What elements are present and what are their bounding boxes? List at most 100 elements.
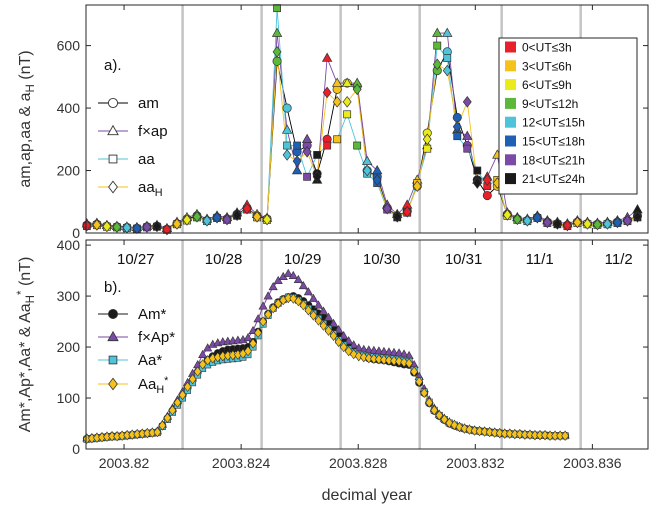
a-legend-label-3-main: aa — [138, 179, 155, 196]
b-point-3-51 — [339, 341, 348, 353]
ut-legend-label-6: 18<UT≤21h — [522, 153, 585, 167]
a-point-3-52 — [603, 218, 612, 230]
a-point-3-12 — [202, 214, 212, 227]
a-legend-label-0: am — [138, 95, 159, 112]
a-point-0-40 — [482, 190, 492, 201]
a-point-3-50 — [582, 218, 592, 230]
b-point-3-22 — [193, 366, 202, 377]
a-point-1-24 — [321, 52, 333, 62]
ut-legend-label-7: 21<UT≤24h — [522, 172, 585, 186]
b-xtick-label: 2003.828 — [329, 455, 388, 471]
a-point-2-37 — [453, 132, 462, 141]
a-point-2-27 — [353, 141, 362, 150]
b-point-1-32 — [243, 333, 253, 342]
a-legend-label-0-main: am — [138, 95, 159, 112]
a-point-3-38 — [462, 95, 472, 108]
a-point-3-21 — [292, 155, 302, 167]
a-point-2-34 — [423, 144, 432, 153]
ut-legend-swatch-0 — [505, 41, 516, 53]
b-ylabel-sub: H — [25, 295, 37, 303]
b-point-3-59 — [380, 354, 388, 365]
a-point-3-22 — [302, 145, 312, 158]
a-point-3-55 — [633, 210, 642, 223]
b-point-1-36 — [263, 291, 273, 300]
b-point-3-64 — [405, 358, 413, 369]
b-point-1-44 — [303, 287, 313, 296]
b-point-3-84 — [505, 428, 514, 439]
b-legend-label-3-sub: H — [156, 384, 164, 396]
ut-legend-swatch-4 — [505, 116, 516, 128]
b-point-3-71 — [440, 414, 449, 425]
a-point-3-11 — [192, 210, 202, 223]
a-ytick-label: 200 — [57, 163, 81, 179]
b-legend-marker-3 — [108, 377, 118, 391]
b-point-3-63 — [400, 357, 408, 368]
b-ylabel: Am*,Ap*,Aa* & AaH* (nT) — [16, 257, 37, 433]
b-point-3-40 — [284, 292, 293, 304]
a-point-3-49 — [572, 216, 582, 229]
a-point-3-1 — [92, 219, 102, 231]
b-point-3-61 — [390, 355, 398, 366]
b-point-3-76 — [465, 424, 474, 435]
a-point-3-37 — [452, 120, 462, 133]
b-legend-label-1-main: f×Ap* — [138, 329, 175, 346]
a-point-1-36 — [442, 27, 453, 37]
b-point-3-19 — [178, 389, 187, 401]
b-point-1-43 — [298, 281, 308, 290]
ut-legend-box — [498, 37, 638, 195]
b-point-3-55 — [359, 352, 368, 363]
a-axes-box — [85, 4, 649, 234]
b-point-3-47 — [319, 320, 328, 331]
a-point-3-39 — [472, 177, 482, 189]
a-point-3-17 — [252, 210, 262, 223]
b-xtick-label: 2003.824 — [212, 455, 271, 471]
b-plot-area — [86, 240, 648, 449]
b-point-3-82 — [495, 428, 504, 439]
b-point-3-21 — [188, 374, 197, 385]
ut-legend-label-4: 12<UT≤15h — [522, 116, 585, 130]
a-ylabel: am,ap,aa & aH (nT) — [17, 50, 37, 187]
b-ylabel-main: Am*,Ap*,Aa* & Aa — [17, 303, 34, 432]
a-point-3-44 — [522, 214, 532, 227]
b-point-3-23 — [198, 359, 207, 370]
b-point-3-91 — [541, 430, 549, 441]
b-point-1-48 — [323, 312, 334, 321]
b-point-3-86 — [515, 429, 524, 440]
b-legend-label-2-main: Aa* — [138, 352, 162, 369]
b-xtick-label: 2003.82 — [99, 455, 150, 471]
b-point-3-38 — [274, 298, 283, 309]
ut-legend-swatch-7 — [505, 173, 516, 185]
b-point-3-54 — [354, 351, 363, 362]
b-point-3-16 — [163, 412, 172, 424]
ut-legend-label-3: 9<UT≤12h — [522, 97, 578, 111]
b-legend-marker-1 — [107, 330, 119, 342]
b-point-3-14 — [153, 427, 162, 438]
a-point-2-25 — [333, 135, 342, 144]
b-point-3-32 — [244, 346, 252, 357]
b-ytick-label: 400 — [57, 237, 81, 253]
a-ytick-label: 400 — [57, 100, 81, 116]
b-point-1-35 — [258, 301, 268, 310]
b-point-1-45 — [308, 293, 319, 302]
a-point-3-31 — [392, 210, 402, 223]
b-point-1-49 — [328, 318, 339, 327]
a-point-3-32 — [402, 205, 412, 218]
b-point-3-95 — [561, 430, 570, 441]
b-point-1-41 — [288, 270, 298, 279]
b-point-3-45 — [309, 310, 318, 321]
a-legend-label-1-main: f×ap — [138, 123, 168, 140]
b-point-1-34 — [253, 314, 263, 323]
b-point-3-75 — [460, 423, 469, 434]
a-point-3-9 — [172, 218, 182, 230]
b-point-3-50 — [334, 336, 343, 348]
b-point-3-62 — [395, 356, 403, 367]
a-point-3-33 — [412, 180, 422, 192]
a-panel-label: a). — [104, 57, 122, 74]
a-point-3-13 — [212, 211, 222, 224]
a-point-1-21 — [291, 164, 303, 175]
b-point-3-80 — [485, 427, 494, 438]
b-point-3-56 — [364, 353, 373, 364]
ut-legend-label-5: 15<UT≤18h — [522, 135, 585, 149]
a-point-3-19 — [272, 46, 282, 58]
a-point-1-26 — [341, 77, 353, 87]
